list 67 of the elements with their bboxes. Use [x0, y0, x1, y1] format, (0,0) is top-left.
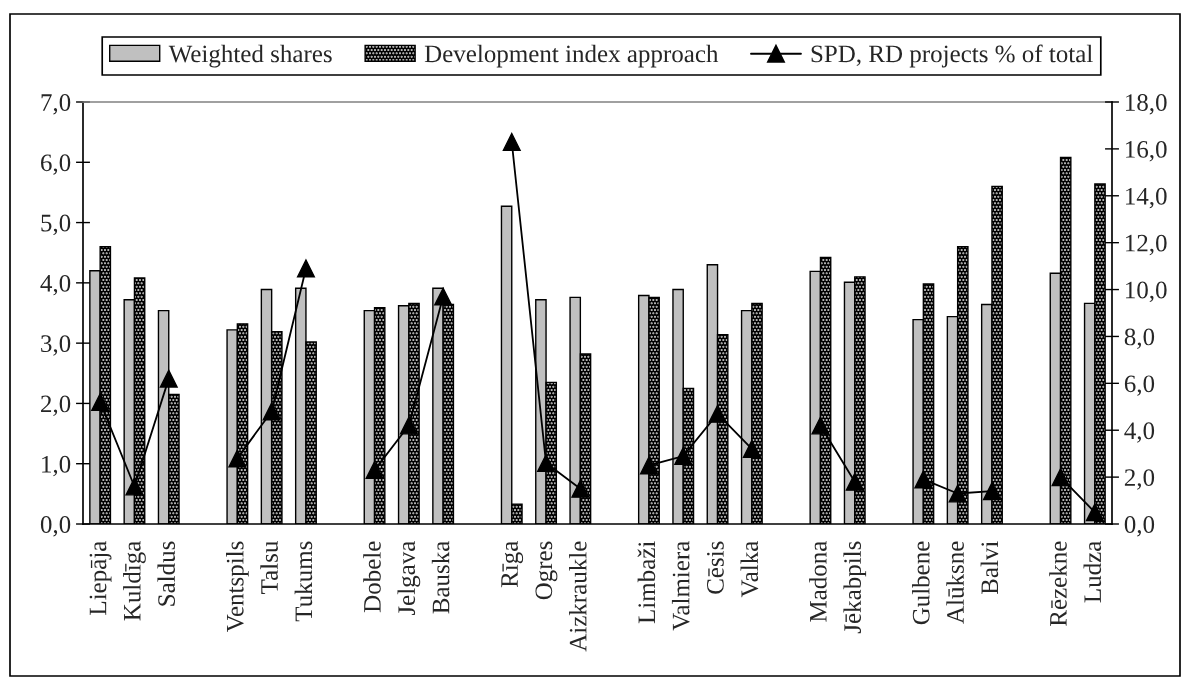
point	[914, 470, 933, 489]
y2-tick-label: 16,0	[1126, 140, 1167, 162]
point	[434, 287, 453, 306]
y2-tick-label: 2,0	[1124, 469, 1155, 490]
y2-tick-label: 10,0	[1126, 281, 1167, 303]
point	[1051, 468, 1070, 487]
x-tick-label: Rīga	[501, 541, 524, 588]
x-tick-label: Liepāja	[89, 541, 112, 615]
x-tick-label: Valmiera	[671, 541, 690, 631]
y2-tick-label: 0,0	[1124, 516, 1155, 537]
x-tick-label: Ogres	[535, 541, 558, 600]
point	[674, 446, 693, 466]
x-tick-label: Gulbene	[912, 541, 930, 625]
x-tick-label: Rēzekne	[1049, 541, 1067, 627]
point	[537, 454, 556, 473]
y2-tick-label: 4,0	[1124, 422, 1155, 443]
point	[1085, 503, 1104, 522]
legend-label: Development index approach	[424, 44, 719, 68]
point	[262, 402, 281, 421]
point	[91, 393, 110, 412]
x-tick-label: Alūksne	[946, 541, 964, 624]
y2-tick-label: 12,0	[1126, 234, 1167, 256]
point	[948, 484, 967, 503]
x-tick-label: Balvi	[980, 541, 999, 595]
point	[125, 477, 144, 496]
y-tick-label: 5,0	[41, 214, 71, 236]
x-tick-label: Cēsis	[707, 541, 724, 594]
y-tick-label: 3,0	[41, 335, 71, 356]
x-tick-label: Kuldīga	[123, 541, 146, 621]
x-tick-label: Limbaži	[637, 541, 656, 624]
point	[296, 259, 315, 278]
point	[502, 132, 521, 151]
point	[399, 416, 418, 435]
point	[708, 404, 727, 423]
x-tick-label: Ludza	[1083, 541, 1102, 603]
x-tick-label: Valka	[740, 541, 759, 598]
y-tick-label: 6,0	[41, 154, 71, 175]
point	[845, 472, 864, 491]
point	[571, 479, 590, 498]
y2-tick-label: 18,0	[1126, 94, 1167, 115]
x-tick-label: Ventspils	[226, 541, 249, 633]
point	[365, 461, 384, 480]
y-tick-label: 2,0	[41, 395, 71, 416]
point	[639, 456, 658, 475]
y-tick-label: 4,0	[40, 274, 71, 296]
point	[811, 416, 830, 435]
x-tick-label: Jēkabpils	[843, 541, 867, 634]
x-tick-label: Tukums	[294, 541, 313, 622]
x-tick-label: Jelgava	[397, 541, 421, 616]
x-tick-label: Dobele	[363, 541, 381, 613]
x-tick-label: Aizkraukle	[569, 541, 587, 652]
x-tick-label: Bauska	[431, 541, 450, 614]
x-tick-label: Madona	[809, 541, 827, 622]
y2-tick-label: 8,0	[1124, 328, 1155, 349]
y2-tick-label: 14,0	[1126, 187, 1167, 209]
x-tick-label: Talsu	[260, 541, 278, 595]
y2-tick-label: 6,0	[1124, 375, 1155, 396]
y-tick-label: 1,0	[42, 455, 71, 477]
point	[159, 369, 178, 388]
legend-label: SPD, RD projects % of total	[811, 44, 1093, 68]
legend-label: Weighted shares	[168, 44, 332, 68]
point	[982, 482, 1001, 501]
y-tick-label: 7,0	[41, 94, 71, 115]
y-tick-label: 0,0	[40, 516, 71, 537]
point	[228, 449, 247, 468]
x-tick-label: Saldus	[157, 541, 176, 606]
point	[742, 439, 761, 459]
